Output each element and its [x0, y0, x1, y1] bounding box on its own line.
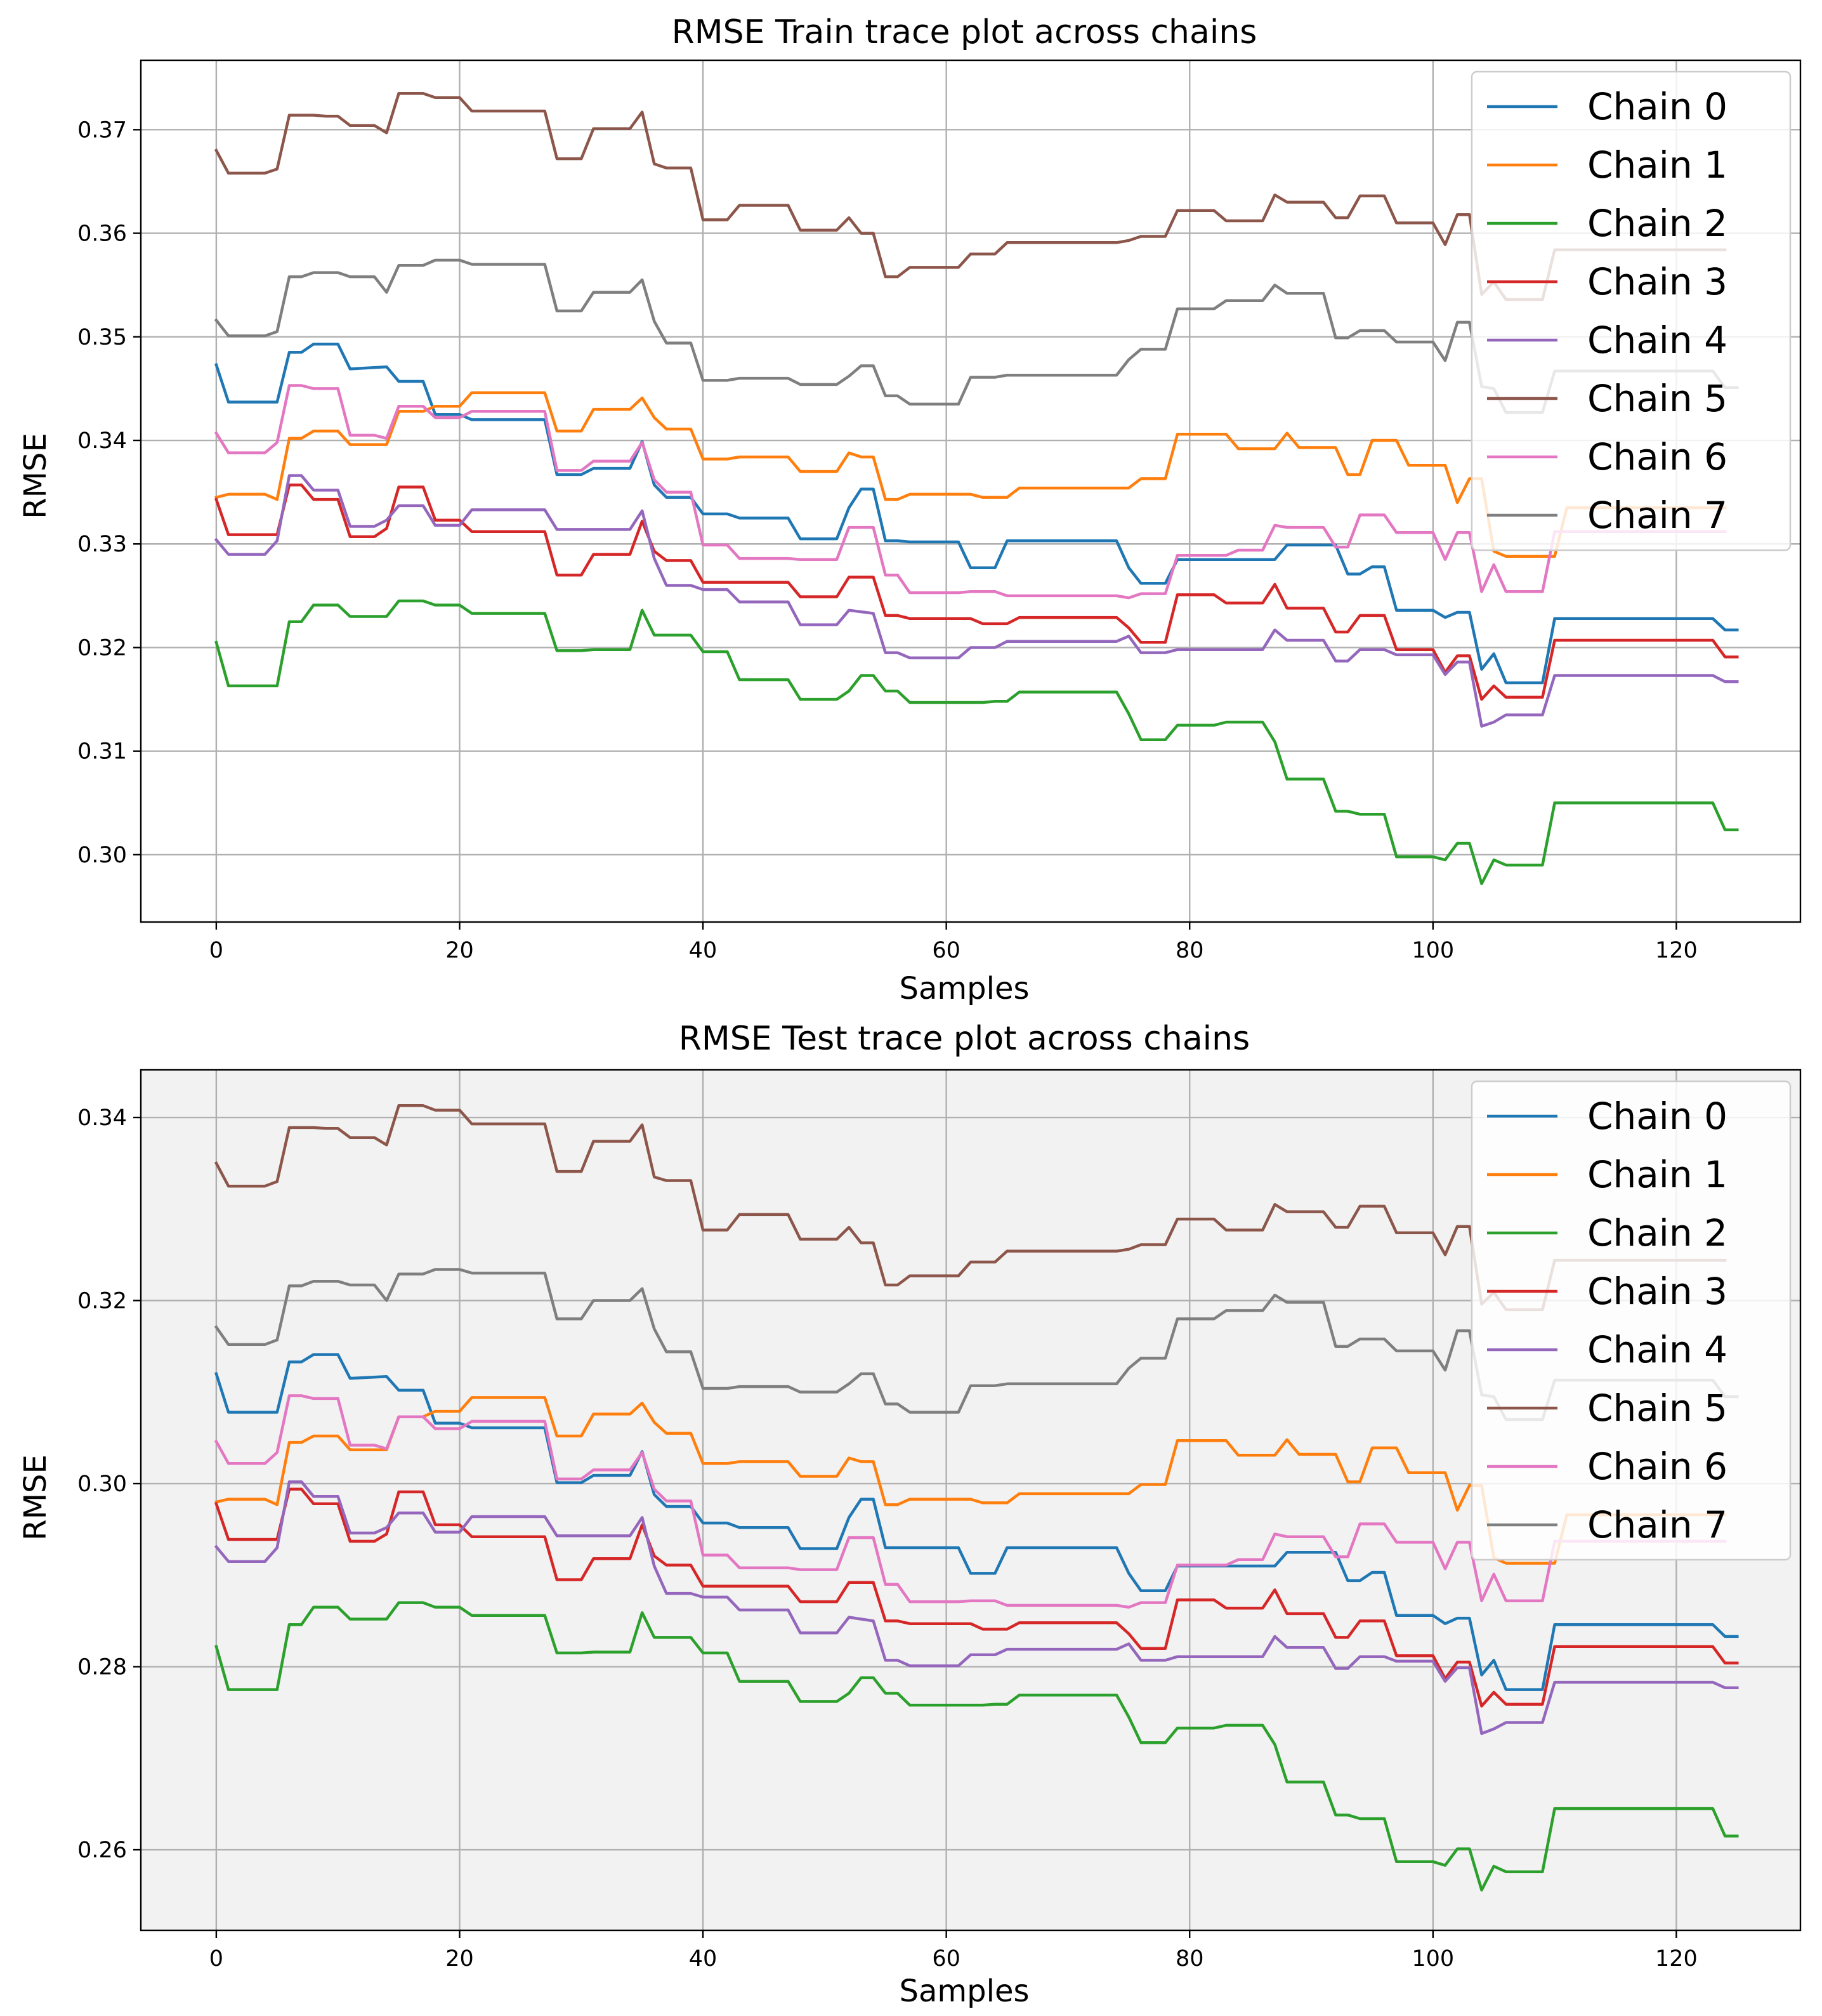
test-series-line-chain-3 [214, 1487, 1739, 1708]
train-x-tick-label-3: 60 [932, 938, 960, 963]
test-x-tick-label-1: 20 [445, 1946, 474, 1972]
train-y-tick-label-6: 0.36 [77, 221, 127, 247]
test-legend-label-6: Chain 6 [1587, 1445, 1727, 1488]
test-legend-label-5: Chain 5 [1587, 1387, 1727, 1430]
train-y-tick-label-4: 0.34 [77, 428, 127, 454]
train-plot-frame [140, 59, 1802, 923]
train-series-line-chain-0 [214, 342, 1739, 685]
train-y-tick-label-2: 0.32 [77, 635, 127, 661]
train-legend-label-5: Chain 5 [1587, 377, 1727, 420]
test-chart: RMSE Test trace plot across chains 0 20 40… [18, 1020, 1802, 2009]
test-series-line-chain-6 [214, 1394, 1727, 1609]
test-x-tick-label-3: 60 [932, 1946, 960, 1972]
train-series-line-chain-3 [214, 483, 1739, 701]
test-series-line-chain-0 [214, 1353, 1739, 1691]
train-series-line-chain-5 [214, 91, 1727, 301]
train-legend-label-2: Chain 2 [1587, 202, 1727, 245]
test-y-tick-label-2: 0.30 [77, 1472, 127, 1497]
test-legend-label-0: Chain 0 [1587, 1095, 1727, 1138]
train-y-tick-label-5: 0.35 [77, 325, 127, 350]
train-x-tick-label-5: 100 [1412, 938, 1454, 963]
test-series-lines [214, 1104, 1739, 1892]
test-x-tick-label-5: 100 [1412, 1946, 1454, 1972]
train-y-axis-label: RMSE [18, 433, 53, 519]
test-series-line-chain-5 [214, 1104, 1727, 1312]
test-x-tick-label-0: 0 [209, 1946, 223, 1972]
test-plot-frame [140, 1069, 1802, 1932]
train-legend-label-6: Chain 6 [1587, 435, 1727, 478]
test-legend-label-7: Chain 7 [1587, 1503, 1727, 1546]
test-series-line-chain-2 [214, 1601, 1739, 1892]
train-legend-label-0: Chain 0 [1587, 85, 1727, 128]
train-y-tick-label-3: 0.33 [77, 532, 127, 557]
train-y-tick-label-7: 0.37 [77, 117, 127, 143]
train-chart: RMSE Train trace plot across chains 0 20 4… [18, 13, 1802, 1006]
train-axis-ticks: 0 20 40 60 80 100 120 0.30 0.31 0.32 0.33 0.34 0.35 0… [77, 117, 1698, 963]
test-series-line-chain-7 [214, 1268, 1739, 1421]
train-legend-box [1471, 70, 1792, 551]
train-x-tick-label-4: 80 [1176, 938, 1204, 963]
train-x-tick-label-1: 20 [445, 938, 474, 963]
test-legend-box [1471, 1080, 1792, 1561]
train-legend: Chain 0 Chain 1 Chain 2 Chain 3 Chain 4 Chain… [1471, 70, 1792, 551]
test-y-tick-label-4: 0.34 [77, 1105, 127, 1131]
test-series-line-chain-4 [214, 1480, 1739, 1736]
test-legend-label-1: Chain 1 [1587, 1153, 1727, 1196]
train-legend-label-3: Chain 3 [1587, 260, 1727, 303]
test-y-tick-label-3: 0.32 [77, 1289, 127, 1314]
test-y-tick-label-0: 0.26 [77, 1838, 127, 1863]
train-series-line-chain-1 [214, 391, 1727, 558]
test-x-tick-label-4: 80 [1176, 1946, 1204, 1972]
train-x-tick-label-2: 40 [689, 938, 718, 963]
test-axis-ticks: 0 20 40 60 80 100 120 0.26 0.28 0.30 0.32 0.34 [77, 1105, 1698, 1972]
test-chart-title: RMSE Test trace plot across chains [679, 1020, 1250, 1058]
test-y-tick-label-1: 0.28 [77, 1655, 127, 1680]
train-series-line-chain-6 [214, 384, 1727, 600]
train-legend-label-4: Chain 4 [1587, 319, 1727, 362]
train-x-axis-label: Samples [900, 971, 1030, 1006]
train-x-tick-label-0: 0 [209, 938, 223, 963]
train-series-line-chain-2 [214, 599, 1739, 885]
train-x-tick-label-6: 120 [1655, 938, 1698, 963]
test-legend-label-3: Chain 3 [1587, 1270, 1727, 1313]
train-y-tick-label-1: 0.31 [77, 739, 127, 765]
train-legend-label-1: Chain 1 [1587, 143, 1727, 187]
train-chart-title: RMSE Train trace plot across chains [672, 13, 1257, 51]
train-series-line-chain-7 [214, 258, 1739, 414]
test-y-axis-label: RMSE [18, 1454, 53, 1541]
test-x-axis-label: Samples [900, 1973, 1030, 2009]
test-x-tick-label-2: 40 [689, 1946, 718, 1972]
test-legend: Chain 0 Chain 1 Chain 2 Chain 3 Chain 4 Chain… [1471, 1080, 1792, 1561]
train-y-tick-label-0: 0.30 [77, 843, 127, 868]
train-series-line-chain-4 [214, 474, 1739, 728]
test-legend-label-4: Chain 4 [1587, 1328, 1727, 1371]
train-legend-label-7: Chain 7 [1587, 494, 1727, 537]
test-legend-label-2: Chain 2 [1587, 1211, 1727, 1255]
train-series-lines [214, 91, 1739, 885]
test-x-tick-label-6: 120 [1655, 1946, 1698, 1972]
